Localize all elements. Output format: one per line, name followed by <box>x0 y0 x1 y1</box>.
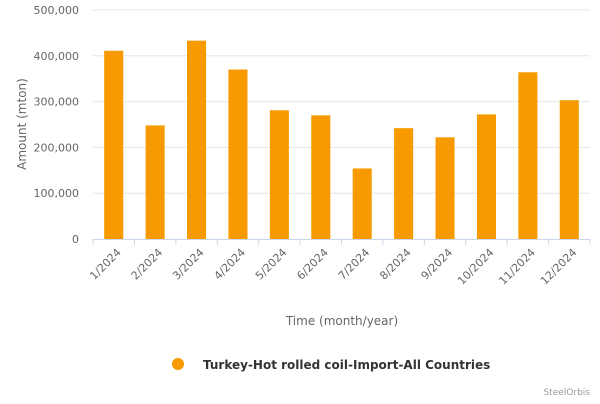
bars <box>104 40 579 240</box>
y-tick-label: 500,000 <box>34 4 80 17</box>
x-tick-label: 11/2024 <box>496 246 538 288</box>
x-tick-label: 8/2024 <box>377 246 414 283</box>
x-tick-label: 2/2024 <box>129 246 166 283</box>
credit-text[interactable]: SteelOrbis <box>543 388 590 398</box>
y-tick-label: 0 <box>72 233 79 246</box>
bar[interactable] <box>559 100 579 239</box>
x-axis-title: Time (month/year) <box>285 314 398 328</box>
y-tick-label: 300,000 <box>34 96 80 109</box>
bar[interactable] <box>145 125 165 239</box>
bar[interactable] <box>104 50 124 240</box>
legend-label[interactable]: Turkey-Hot rolled coil-Import-All Countr… <box>203 358 490 372</box>
y-axis-title: Amount (mton) <box>15 78 29 170</box>
x-tick-label: 6/2024 <box>294 246 331 283</box>
bar[interactable] <box>435 137 455 239</box>
y-grid <box>93 9 590 194</box>
y-tick-label: 400,000 <box>34 50 80 63</box>
bar[interactable] <box>394 128 414 239</box>
x-tick-labels: 1/2024 2/2024 3/2024 4/2024 5/2024 6/2024 7/20… <box>87 239 591 288</box>
x-tick-label: 4/2024 <box>212 246 249 283</box>
legend-marker <box>172 358 184 370</box>
x-tick-label: 5/2024 <box>253 246 290 283</box>
x-tick-label: 3/2024 <box>170 246 207 283</box>
legend[interactable]: Turkey-Hot rolled coil-Import-All Countr… <box>172 358 490 372</box>
bar[interactable] <box>311 115 331 239</box>
x-tick-label: 9/2024 <box>419 246 456 283</box>
bar[interactable] <box>228 69 248 239</box>
bar[interactable] <box>476 114 496 239</box>
x-tick-label: 1/2024 <box>87 246 124 283</box>
x-tick-label: 12/2024 <box>538 246 580 288</box>
bar[interactable] <box>269 110 289 239</box>
y-tick-labels: 0 100,000 200,000 300,000 400,000 500,000 <box>34 4 80 246</box>
y-tick-label: 200,000 <box>34 141 80 154</box>
x-tick-label: 7/2024 <box>336 246 373 283</box>
bar[interactable] <box>352 168 372 239</box>
bar[interactable] <box>518 72 538 240</box>
x-tick-label: 10/2024 <box>455 246 497 288</box>
bar[interactable] <box>187 40 207 239</box>
y-tick-label: 100,000 <box>34 187 80 200</box>
